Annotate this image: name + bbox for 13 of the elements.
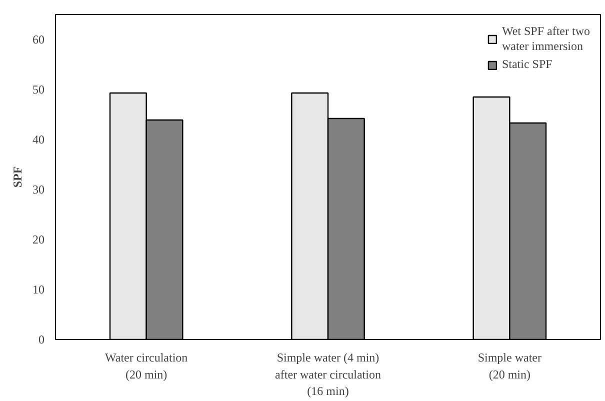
x-tick-label: Water circulation (20 min)	[105, 350, 188, 382]
y-tick-label: 10	[32, 282, 44, 296]
legend-label: Static SPF	[502, 57, 552, 72]
y-tick-label: 40	[32, 132, 44, 146]
y-tick-label: 20	[32, 232, 44, 246]
x-tick-label: Simple water (20 min)	[478, 350, 542, 382]
y-tick-label: 0	[38, 332, 44, 346]
y-tick-label: 30	[32, 182, 44, 196]
legend-label: Wet SPF after two water immersion	[502, 24, 590, 54]
y-axis-title: SPF	[10, 166, 24, 188]
x-tick-label: Simple water (4 min) after water circulation (16 min)	[275, 350, 381, 398]
y-tick-label: 50	[32, 82, 44, 96]
y-tick-label: 60	[32, 32, 44, 46]
